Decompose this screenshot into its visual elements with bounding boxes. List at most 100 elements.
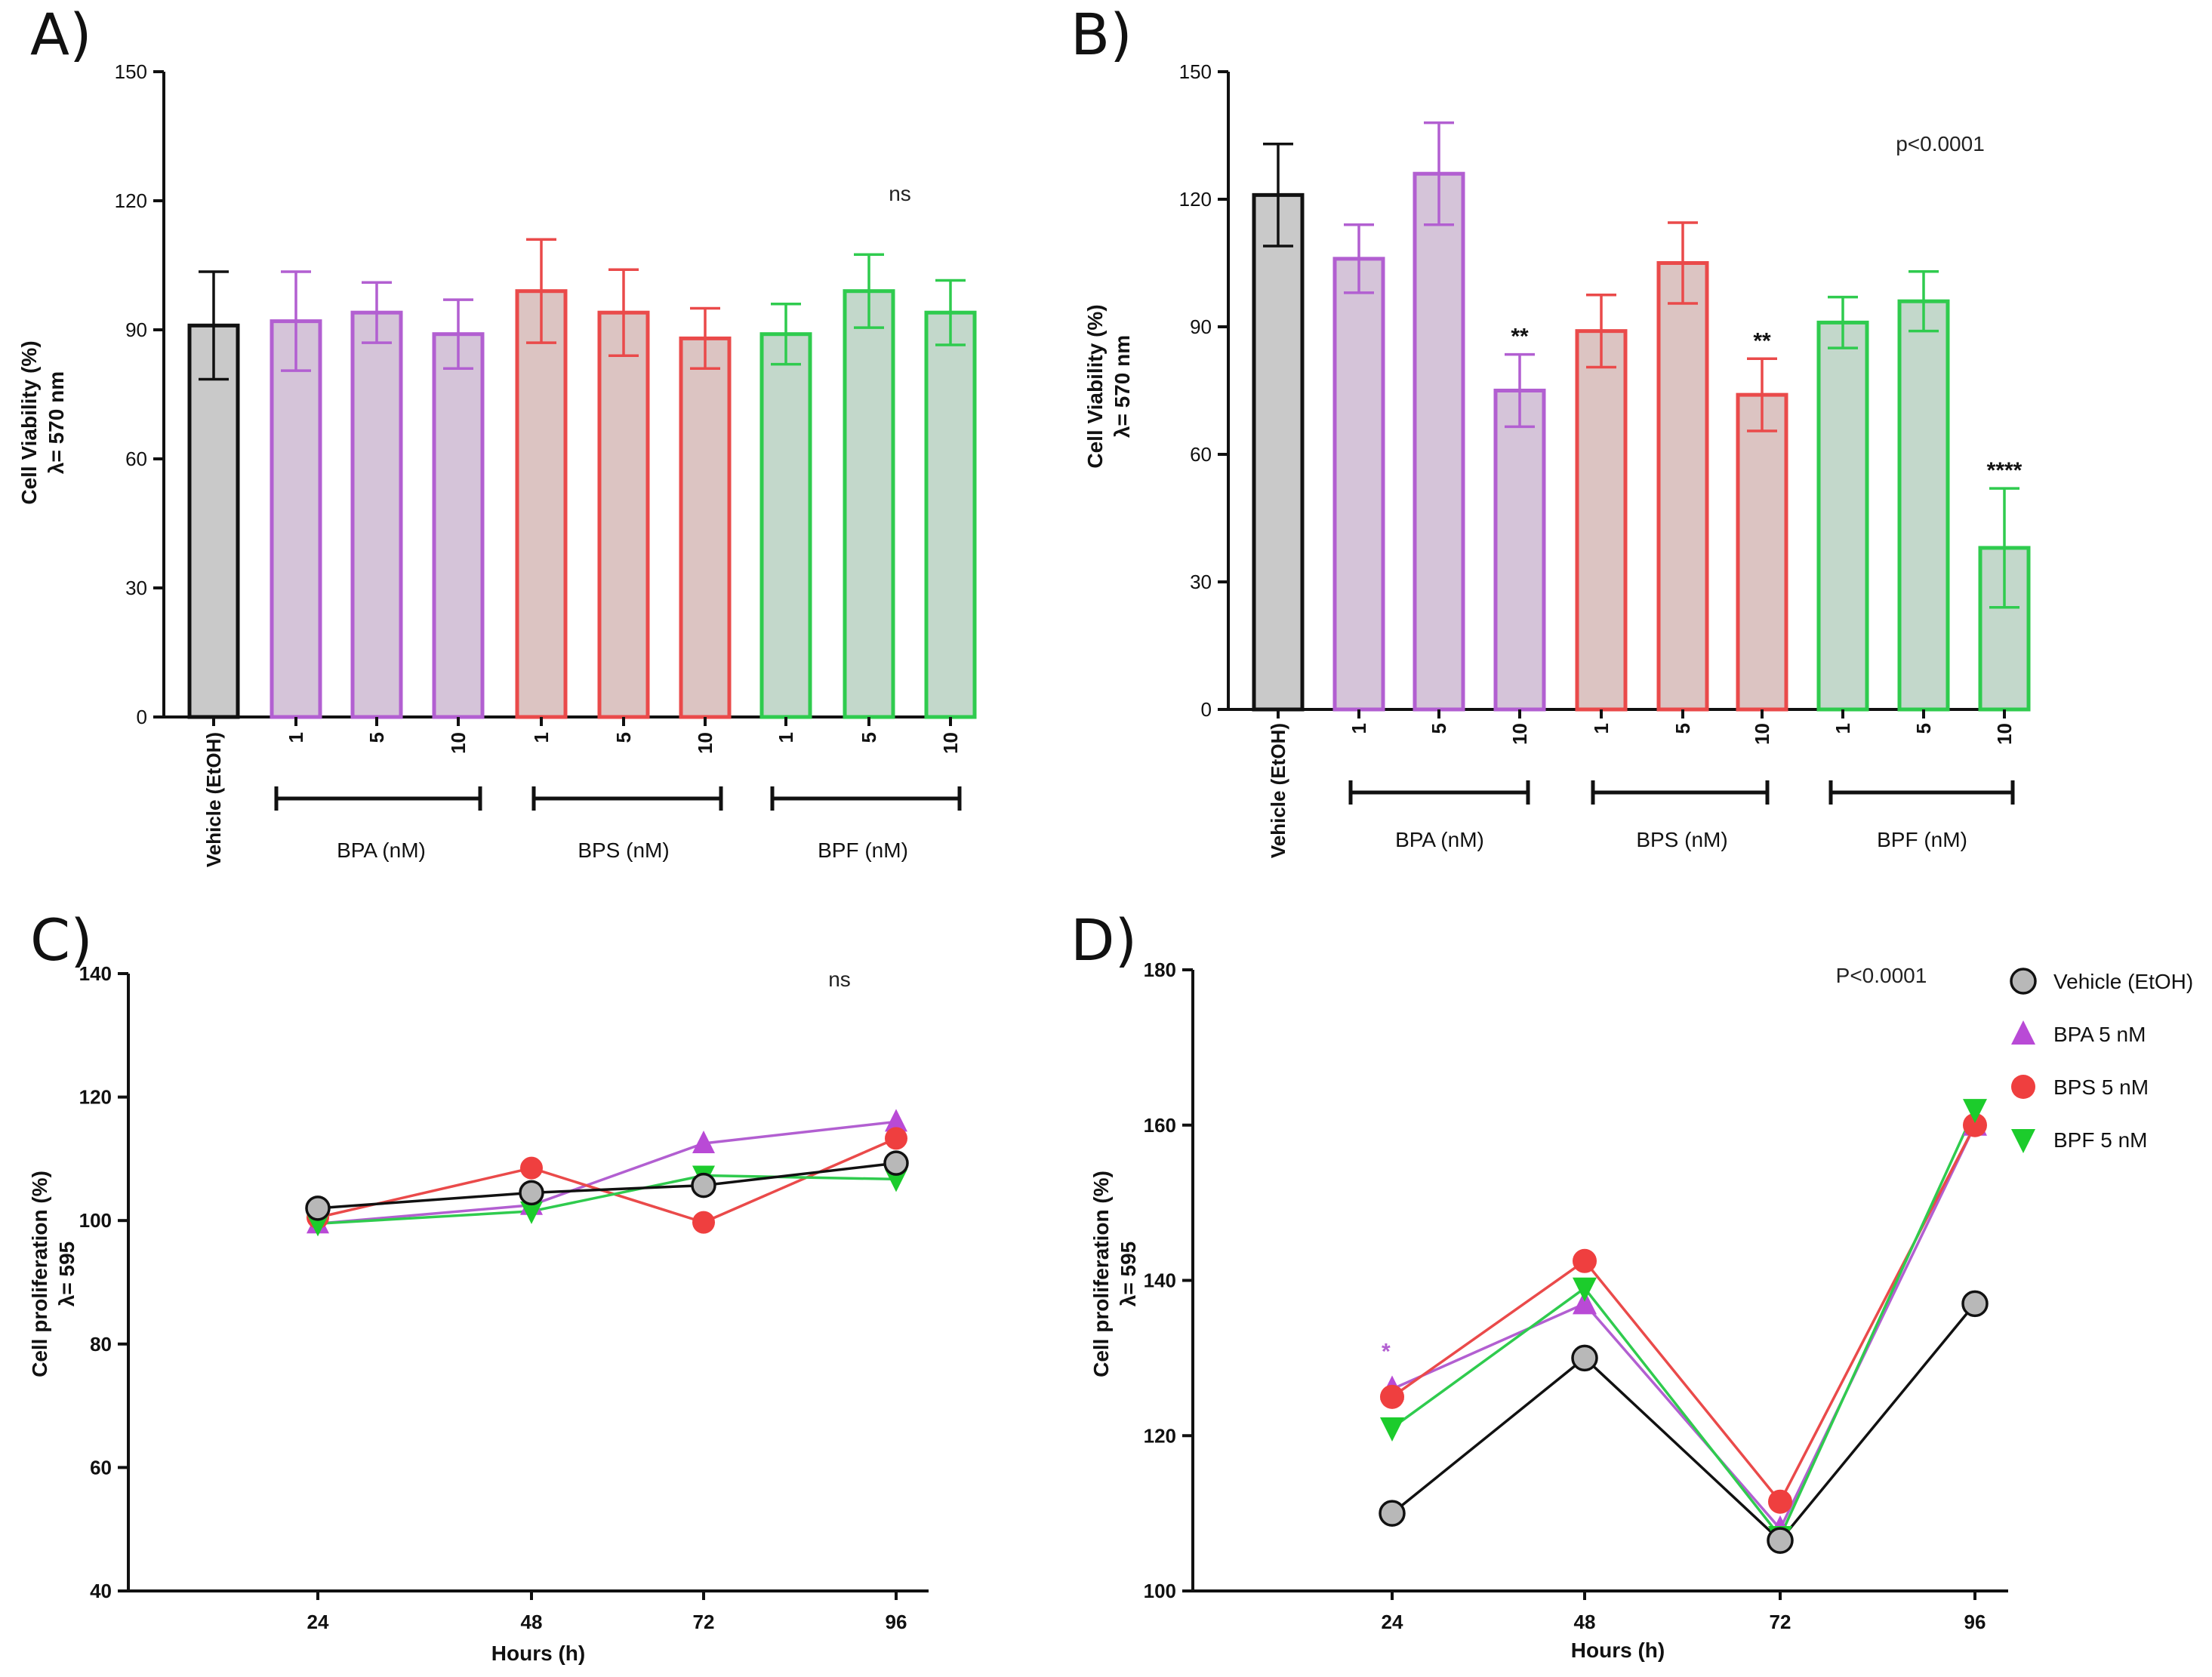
panel-d-xtick-label: 72 [1770, 1611, 1791, 1633]
panel-c-point-bps [692, 1211, 715, 1234]
panel-d-point-bpf [1963, 1099, 1987, 1124]
panel-b-category-label: 1 [1832, 723, 1854, 734]
panel-a-significance: ns [889, 182, 911, 205]
panel-c-xtick-label: 96 [886, 1611, 907, 1633]
panel-b-category-label: 10 [1508, 723, 1531, 745]
panel-d-point-bps [1768, 1489, 1792, 1514]
panel-d-point-vehicle [1767, 1527, 1794, 1554]
panel-b-ytick-label: 30 [1190, 571, 1212, 593]
panel-b-bar [1897, 299, 1950, 712]
panel-a-category-label: 10 [447, 732, 470, 754]
chart-panel-c: ns Cell proliferation (%) λ= 595 Hours (… [28, 962, 929, 1665]
panel-b-significance-stars: ** [1511, 325, 1529, 349]
panel-b-bar [1736, 392, 1788, 712]
legend-marker-vehicle [2010, 968, 2037, 995]
panel-b-category-label: 1 [1348, 723, 1370, 734]
panel-a-bar [515, 289, 568, 719]
legend-label-bpf: BPF 5 nM [2053, 1128, 2147, 1152]
panel-c-ytick-label: 80 [90, 1333, 112, 1355]
panel-d-point-vehicle [1961, 1290, 1989, 1318]
panel-c-point-bpa [692, 1130, 715, 1153]
panel-a-ylabel-unit: λ= 570 nm [45, 371, 68, 474]
panel-c-xtick-label: 72 [693, 1611, 715, 1633]
panel-d-point-vehicle [1379, 1500, 1406, 1527]
panel-a-bar [924, 310, 977, 719]
panel-d-point-bps [1573, 1248, 1597, 1273]
panel-c-ylabel-unit: λ= 595 [55, 1242, 79, 1306]
panel-a-group-label-bpf: BPF (nM) [818, 838, 908, 862]
panel-d-ytick-label: 160 [1144, 1114, 1176, 1137]
panel-c-point-bps [885, 1127, 907, 1150]
panel-c-ylabel: Cell proliferation (%) [28, 1171, 51, 1377]
legend-label-vehicle: Vehicle (EtOH) [2053, 970, 2193, 993]
panel-b-category-label: 5 [1671, 723, 1694, 734]
panel-c-ytick-label: 40 [90, 1580, 112, 1602]
panel-b-ylabel: Cell Viability (%) [1083, 304, 1107, 468]
panel-a-category-label: 1 [530, 732, 553, 743]
legend-marker-bpf [2011, 1129, 2035, 1153]
panel-b-significance-stars: **** [1987, 458, 2023, 483]
panel-d-series-line-bpa [1391, 1124, 1976, 1531]
panel-b-category-label: 5 [1428, 723, 1450, 734]
panel-d-point-bpa [1573, 1290, 1597, 1315]
panel-c-point-bpf [885, 1169, 907, 1192]
panel-c-point-bps [520, 1156, 543, 1180]
panel-b-bar [1816, 320, 1869, 712]
panel-a-category-label: 5 [365, 732, 388, 743]
legend-label-bps: BPS 5 nM [2053, 1075, 2149, 1099]
panel-b-ylabel-unit: λ= 570 nm [1111, 335, 1134, 438]
panel-a-ytick-label: 60 [125, 448, 147, 470]
panel-d-ytick-label: 100 [1144, 1580, 1176, 1602]
panel-b-bar [1332, 257, 1385, 712]
chart-panel-a: ns Cell Viability (%) λ= 570 nm BPA (nM)… [17, 60, 977, 867]
panel-b-ytick-label: 120 [1179, 188, 1212, 211]
panel-a-bar [187, 323, 240, 719]
panel-b-bar [1413, 171, 1465, 712]
panel-b-ytick-label: 150 [1179, 60, 1212, 83]
panel-c-point-bpf [520, 1201, 543, 1224]
panel-c-ytick-label: 140 [79, 962, 112, 985]
panel-b-bar [1656, 261, 1709, 712]
panel-c-point-vehicle [691, 1172, 716, 1199]
panel-b-significance: p<0.0001 [1896, 132, 1985, 155]
panel-d-ytick-label: 180 [1144, 959, 1176, 981]
panel-d-ylabel: Cell proliferation (%) [1089, 1171, 1113, 1377]
chart-panel-d: P<0.0001 Cell proliferation (%) λ= 595 H… [1089, 959, 2193, 1662]
panel-c-ytick-label: 60 [90, 1456, 112, 1479]
panel-b-group-label-bpa: BPA (nM) [1395, 828, 1484, 851]
panel-d-significance: P<0.0001 [1836, 964, 1927, 987]
panel-label-d: D) [1071, 906, 1137, 974]
panel-b-category-label: 1 [1590, 723, 1613, 734]
panel-a-ytick-label: 150 [115, 60, 147, 83]
panel-b-ytick-label: 90 [1190, 315, 1212, 338]
panel-d-xtick-label: 96 [1964, 1611, 1986, 1633]
panel-c-series-line-bpa [317, 1120, 897, 1226]
panel-d-ytick-label: 140 [1144, 1269, 1176, 1292]
panel-b-bar [1575, 329, 1628, 712]
panel-a-group-label-bps: BPS (nM) [578, 838, 669, 862]
panel-c-series-line-bpf [317, 1174, 897, 1226]
panel-c-point-bpa [885, 1109, 907, 1132]
panel-c-point-vehicle [305, 1195, 331, 1221]
panel-b-category-label: 10 [1993, 723, 2016, 745]
panel-a-category-label: 1 [775, 732, 797, 743]
panel-d-xtick-label: 24 [1382, 1611, 1403, 1633]
panel-b-ytick-label: 60 [1190, 443, 1212, 466]
panel-c-significance: ns [828, 968, 851, 991]
panel-d-ytick-label: 120 [1144, 1424, 1176, 1447]
panel-a-bar [759, 332, 812, 719]
legend-label-bpa: BPA 5 nM [2053, 1023, 2146, 1046]
panel-c-series-line-bps [317, 1137, 897, 1224]
panel-a-ytick-label: 90 [125, 318, 147, 341]
panel-a-ylabel: Cell Viability (%) [17, 340, 41, 504]
panel-a-ytick-label: 30 [125, 577, 147, 599]
panel-a-ytick-label: 120 [115, 189, 147, 212]
panel-label-a: A) [30, 1, 92, 68]
legend-marker-bpa [2011, 1020, 2035, 1045]
panel-d-point-bps [1963, 1112, 1987, 1137]
panel-b-group-label-bps: BPS (nM) [1636, 828, 1727, 851]
panel-a-category-label: 10 [694, 732, 716, 754]
panel-a-category-label: 1 [285, 732, 307, 743]
panel-b-significance-stars: ** [1753, 328, 1771, 353]
panel-d-xtick-label: 48 [1574, 1611, 1596, 1633]
